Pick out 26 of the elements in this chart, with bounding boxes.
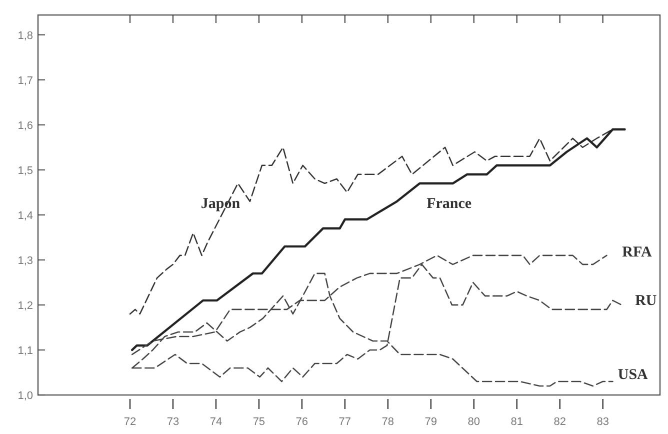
y-tick-label: 1,8 <box>18 30 33 42</box>
x-tick-label: 73 <box>166 416 180 428</box>
x-tick-label: 75 <box>252 416 266 428</box>
y-tick-label: 1,0 <box>18 390 33 402</box>
x-tick-label: 74 <box>210 416 222 428</box>
x-tick-label: 80 <box>468 416 480 428</box>
y-tick-label: 1,7 <box>18 74 33 87</box>
y-tick-label: 1,5 <box>18 164 33 177</box>
y-tick-label: 1,4 <box>18 210 33 222</box>
x-tick-label: 81 <box>510 416 523 428</box>
series-label: Japon <box>200 196 241 212</box>
x-tick-label: 83 <box>596 416 609 428</box>
x-tick-label: 76 <box>296 416 308 428</box>
series-label: USA <box>618 367 648 384</box>
series-label: France <box>426 196 472 212</box>
y-tick-label: 1,3 <box>18 254 33 267</box>
y-tick-label: 1,2 <box>18 300 33 312</box>
y-tick-label: 1,1 <box>18 344 33 357</box>
x-tick-label: 72 <box>124 416 136 428</box>
series-label: RU <box>635 292 657 309</box>
series-label: RFA <box>622 244 652 260</box>
x-tick-label: 79 <box>424 416 438 428</box>
x-tick-label: 77 <box>338 416 352 428</box>
x-tick-label: 78 <box>382 416 394 428</box>
y-tick-label: 1,6 <box>18 120 33 132</box>
x-tick-label: 82 <box>554 416 566 428</box>
